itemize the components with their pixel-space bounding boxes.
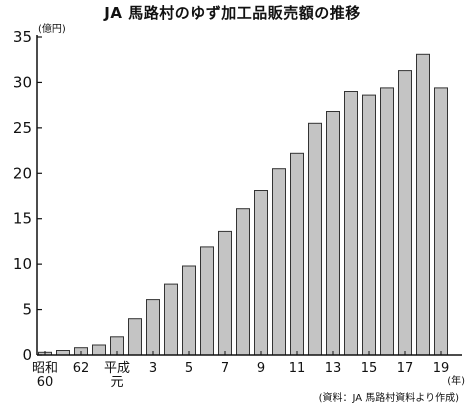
bar-10 [272, 168, 286, 356]
x-tick-label: 3 [149, 361, 157, 376]
x-tick-label: 平成 [104, 361, 130, 376]
bar-15 [362, 94, 376, 356]
x-tick-label: 7 [221, 361, 229, 376]
x-tick-label: 9 [257, 361, 265, 376]
y-tick-label: 30 [13, 73, 32, 91]
bar-7 [218, 230, 232, 356]
y-tick-label: 20 [13, 164, 32, 182]
x-axis-unit-label: (年) [447, 376, 465, 387]
bar-19 [434, 87, 448, 356]
x-tick-label: 11 [289, 361, 306, 376]
source-note: (資料：JA 馬路村資料より作成) [318, 393, 459, 404]
y-axis-unit-label: (億円) [38, 24, 66, 35]
y-tick-label: 25 [13, 119, 32, 137]
bar-4 [164, 283, 178, 356]
bar-5 [182, 265, 196, 356]
y-tick-label: 35 [13, 28, 32, 46]
bar-63 [92, 344, 106, 356]
bar-13 [326, 111, 340, 356]
y-tick-label: 5 [22, 301, 32, 319]
axes-group [36, 35, 462, 356]
x-tick-label: 19 [433, 361, 450, 376]
x-tick-label: 13 [325, 361, 342, 376]
bar-17 [398, 70, 412, 356]
bar-16 [380, 87, 394, 356]
x-tick-label: 15 [361, 361, 378, 376]
bar-12 [308, 122, 322, 356]
bar-2 [128, 318, 142, 356]
y-tick-group: 0 5 10 15 20 25 30 35 [13, 28, 42, 364]
y-tick-label: 0 [22, 346, 32, 364]
x-tick-label: 元 [110, 375, 123, 390]
chart-title: JA 馬路村のゆず加工品販売額の推移 [104, 4, 361, 22]
bar-6 [200, 246, 214, 356]
bar-9 [254, 190, 268, 356]
bar-14 [344, 91, 358, 356]
bar-8 [236, 208, 250, 356]
x-tick-label: 5 [185, 361, 193, 376]
bar-18 [416, 53, 430, 356]
y-tick-label: 10 [13, 255, 32, 273]
x-tick-label: 60 [37, 375, 54, 390]
x-tick-label: 昭和 [32, 361, 58, 376]
bar-group [38, 53, 448, 356]
bar-11 [290, 152, 304, 356]
y-tick-label: 15 [13, 210, 32, 228]
x-tick-label: 17 [397, 361, 414, 376]
bar-3 [146, 299, 160, 356]
x-tick-label: 62 [73, 361, 90, 376]
